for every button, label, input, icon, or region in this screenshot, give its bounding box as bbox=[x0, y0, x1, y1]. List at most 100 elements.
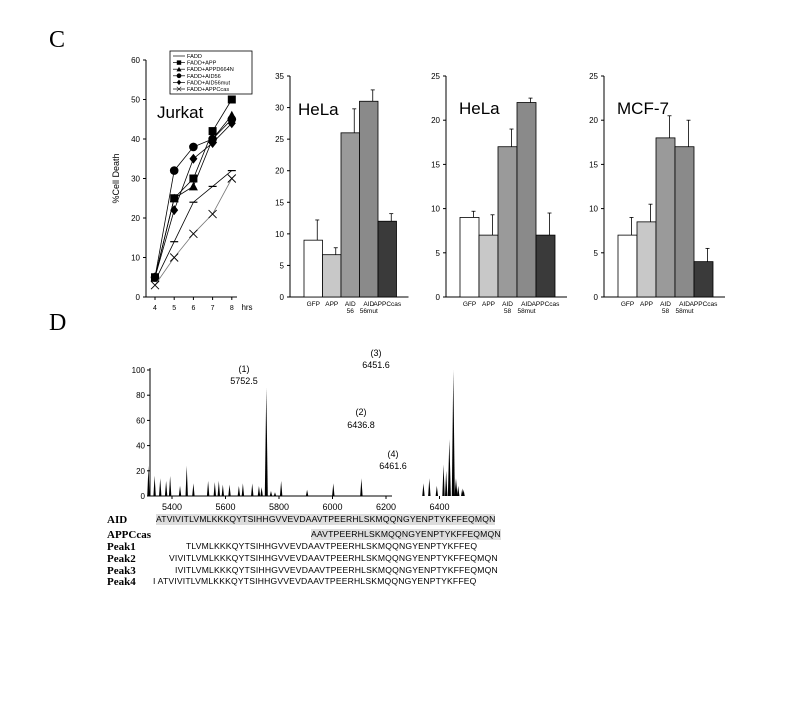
peak-mass-label: 5752.5 bbox=[230, 376, 258, 386]
peak-index-label: (2) bbox=[356, 407, 367, 417]
chart-title: HeLa bbox=[298, 100, 339, 119]
spectrum-peak bbox=[237, 485, 241, 496]
bar-GFP bbox=[459, 217, 480, 298]
y-tick-label: 20 bbox=[431, 116, 440, 125]
series-point-x bbox=[208, 209, 217, 219]
spectrum-peak bbox=[206, 480, 210, 496]
sequence-text: ATVIVITLVMLKKKQYTSIHHGVVEVDAAVTPEERHLSKM… bbox=[156, 514, 496, 525]
y-tick-label: 20 bbox=[131, 214, 140, 223]
x-tick-label: 58mut bbox=[675, 308, 693, 315]
x-tick-label: APP bbox=[482, 301, 495, 308]
spectrum-peak bbox=[442, 464, 445, 496]
sequence-label: AID bbox=[107, 514, 128, 526]
legend-marker-inner bbox=[176, 73, 182, 79]
bar-APPCcas bbox=[693, 261, 714, 298]
x-tick-label: APPCcas bbox=[532, 301, 561, 308]
y-tick-label: 40 bbox=[136, 442, 145, 451]
spectrum-main-peak bbox=[447, 439, 451, 496]
legend-label: FADD+APPD664N bbox=[187, 67, 234, 73]
x-tick-label: 7 bbox=[211, 305, 215, 312]
data-point-FADD+AID56mut bbox=[170, 205, 179, 216]
legend-circle bbox=[176, 73, 182, 79]
legend-marker-inner bbox=[176, 66, 182, 72]
y-tick-label: 25 bbox=[589, 72, 598, 81]
series-point-x bbox=[227, 174, 237, 183]
y-tick-label: 0 bbox=[280, 293, 285, 302]
bar-AID-56mut bbox=[359, 100, 379, 298]
spectrum-peak bbox=[159, 478, 162, 496]
y-tick-label: 15 bbox=[275, 198, 284, 207]
legend-box bbox=[169, 50, 253, 95]
spectrum-peak bbox=[228, 484, 231, 496]
spectrum-peak bbox=[444, 470, 448, 496]
sequence-label: APPCcas bbox=[107, 529, 151, 541]
y-tick-label: 50 bbox=[131, 96, 140, 105]
spectrum-peak bbox=[164, 480, 168, 496]
x-tick-label: 5600 bbox=[215, 502, 235, 512]
x-tick-label: 6 bbox=[191, 305, 195, 312]
sequence-text: IVITLVMLKKKQYTSIHHGVVEVDAAVTPEERHLSKMQQN… bbox=[175, 565, 498, 575]
peak-mass-label: 6436.8 bbox=[347, 420, 375, 430]
sequence-label: Peak2 bbox=[107, 553, 136, 565]
x-tick-label: 8 bbox=[230, 305, 234, 312]
sequence-text: AAVTPEERHLSKMQQNGYENPTYKFFEQMQN bbox=[311, 529, 501, 540]
panel-d-label: D bbox=[49, 310, 67, 336]
spectrum-peak bbox=[260, 487, 263, 496]
bar-AID-58 bbox=[655, 137, 676, 298]
y-tick-label: 30 bbox=[131, 175, 140, 184]
x-tick-label: 56 bbox=[347, 308, 355, 315]
x-tick-label: AID bbox=[660, 301, 671, 308]
series-point-diamond bbox=[189, 153, 198, 164]
series-line-FADD+APPCcas bbox=[154, 178, 233, 286]
legend-marker-inner bbox=[176, 86, 182, 92]
y-tick-label: 5 bbox=[594, 249, 599, 258]
spectrum-peak bbox=[457, 485, 460, 496]
x-tick-label: APP bbox=[325, 301, 338, 308]
data-point-FADD+AID56mut bbox=[151, 272, 159, 283]
peak-mass-label: 6451.6 bbox=[362, 360, 390, 370]
legend-label: FADD+APPCcas bbox=[187, 87, 229, 93]
y-tick-label: 10 bbox=[131, 254, 140, 263]
bar-APPCcas bbox=[377, 220, 397, 298]
x-tick-label: 58mut bbox=[517, 308, 535, 315]
x-tick-label: AID bbox=[345, 301, 356, 308]
bar-AID-58mut bbox=[674, 146, 695, 298]
sequence-text: I ATVIVITLVMLKKKQYTSIHHGVVEVDAAVTPEERHLS… bbox=[153, 576, 477, 586]
bar-AID-58mut bbox=[516, 102, 537, 298]
spectrum-peak bbox=[305, 489, 309, 496]
data-point-FADD+APPCcas bbox=[189, 229, 198, 239]
peak-index-label: (3) bbox=[371, 348, 382, 358]
y-tick-label: 30 bbox=[275, 104, 284, 113]
data-point-FADD+APP bbox=[227, 95, 236, 104]
sequence-label: Peak1 bbox=[107, 541, 136, 553]
y-tick-label: 5 bbox=[436, 249, 441, 258]
x-tick-label: 6200 bbox=[376, 502, 396, 512]
spectrum-peak bbox=[279, 480, 283, 496]
y-tick-label: 15 bbox=[431, 160, 440, 169]
spectrum-peak bbox=[147, 465, 150, 496]
x-tick-label: 5400 bbox=[162, 502, 182, 512]
legend-square bbox=[176, 60, 182, 65]
y-tick-label: 20 bbox=[136, 467, 145, 476]
chart-title: MCF-7 bbox=[617, 99, 669, 118]
data-point-FADD+AID56mut bbox=[227, 118, 236, 129]
series-point-x bbox=[150, 280, 160, 290]
data-point-FADD+AID56mut bbox=[189, 153, 198, 164]
legend-label: FADD+AID56 bbox=[187, 74, 221, 80]
spectrum-peak bbox=[360, 478, 363, 496]
y-tick-label: 25 bbox=[275, 135, 284, 144]
series-point-x bbox=[189, 229, 198, 239]
bar-APP bbox=[478, 234, 499, 298]
x-tick-label: 5 bbox=[172, 305, 176, 312]
spectrum-main-peak bbox=[451, 370, 455, 496]
series-point-circle bbox=[189, 142, 198, 152]
series-point-diamond bbox=[227, 118, 236, 129]
x-tick-label: AID bbox=[502, 301, 513, 308]
series-point-diamond bbox=[151, 272, 159, 283]
x-tick-label: 56mut bbox=[360, 308, 378, 315]
sequence-label: Peak3 bbox=[107, 565, 136, 577]
x-tick-label: AID bbox=[679, 301, 690, 308]
peak-index-label: (4) bbox=[388, 449, 399, 459]
spectrum-peak bbox=[221, 484, 225, 496]
